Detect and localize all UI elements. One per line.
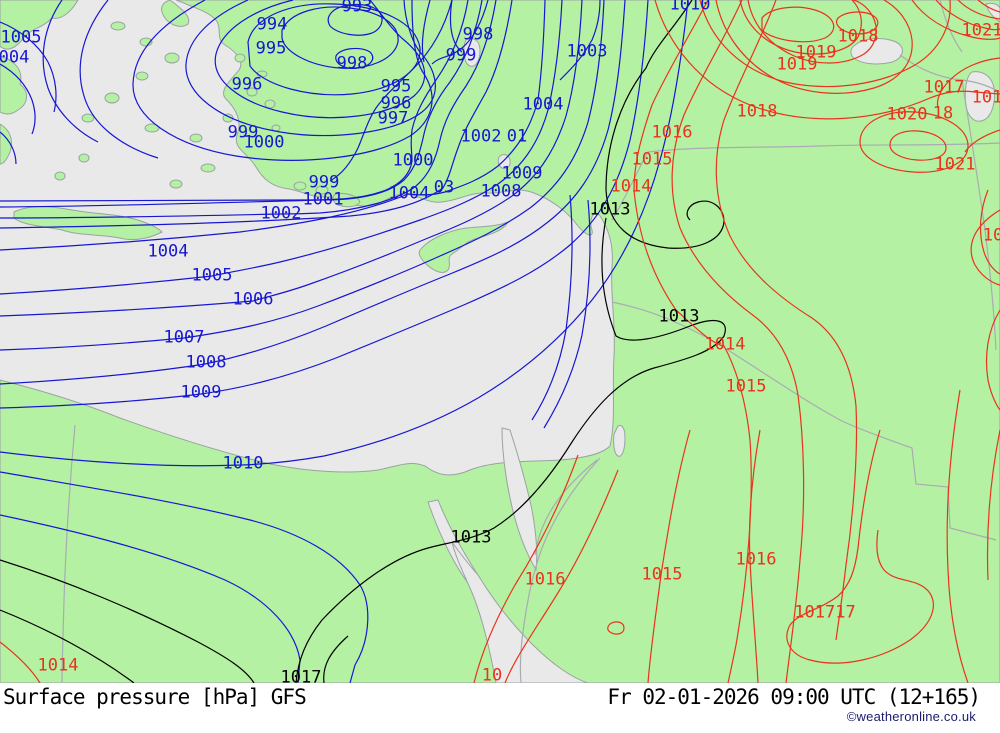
pressure-label: 10 (982, 225, 1000, 246)
pressure-label: 999 (308, 172, 340, 193)
pressure-label: 1008 (480, 181, 522, 202)
pressure-label: 996 (380, 93, 412, 114)
pressure-label: 10 (481, 665, 503, 683)
pressure-label: 1004 (522, 94, 564, 115)
pressure-label: 1019 (795, 42, 837, 63)
isobars-low-group (0, 0, 689, 683)
isobars-high-group (0, 0, 1000, 683)
pressure-label: 101717 (794, 602, 856, 623)
pressure-label: 03 (433, 177, 455, 198)
pressure-label: 1019 (776, 54, 818, 75)
pressure-label: 1005 (0, 27, 42, 48)
lakes-layer (427, 2, 1000, 683)
pressure-label: 18 (932, 103, 954, 124)
pressure-label: 1002 (260, 203, 302, 224)
pressure-label: 1016 (651, 122, 693, 143)
pressure-label: 1014 (37, 655, 79, 676)
timestamp: Fr 02-01-2026 09:00 UTC (12+165) (607, 685, 981, 709)
copyright-link[interactable]: ©weatheronline.co.uk (846, 709, 976, 724)
pressure-label: 1007 (163, 327, 205, 348)
pressure-label: 1010 (669, 0, 711, 15)
pressure-label: 1009 (501, 163, 543, 184)
pressure-label: 1000 (392, 150, 434, 171)
pressure-label: 995 (380, 76, 412, 97)
pressure-label: 1002 (460, 126, 502, 147)
pressure-label: 1004 (147, 241, 189, 262)
pressure-label: 1016 (524, 569, 566, 590)
pressure-label: 998 (462, 24, 494, 45)
pressure-label: 1015 (631, 149, 673, 170)
pressure-label: 1010 (222, 453, 264, 474)
pressure-label: 004 (0, 47, 30, 68)
pressure-label: 1013 (450, 527, 492, 548)
pressure-label: 997 (377, 108, 409, 129)
pressure-label: 1021 (961, 20, 1000, 41)
pressure-label: 994 (256, 14, 288, 35)
pressure-label: 1014 (610, 176, 652, 197)
pressure-label: 1017 (280, 667, 322, 683)
pressure-label: 995 (255, 38, 287, 59)
pressure-label: 1013 (658, 306, 700, 327)
pressure-label: 1016 (735, 549, 777, 570)
status-bar: Surface pressure [hPa] GFS Fr 02-01-2026… (0, 683, 1000, 733)
pressure-label: 1003 (566, 41, 608, 62)
pressure-label: 1018 (837, 26, 879, 47)
pressure-label: 996 (231, 74, 263, 95)
pressure-label: 1008 (185, 352, 227, 373)
pressure-label: 1013 (589, 199, 631, 220)
pressure-label: 1021 (934, 154, 976, 175)
isobars-mid-group (0, 0, 726, 683)
pressure-label: 999 (445, 45, 477, 66)
contour-canvas (0, 0, 1000, 683)
pressure-label: 1017 (923, 77, 965, 98)
pressure-label: 1015 (725, 376, 767, 397)
pressure-label: 1015 (641, 564, 683, 585)
pressure-label: 1001 (302, 189, 344, 210)
pressure-label: 1005 (191, 265, 233, 286)
pressure-label: 1006 (232, 289, 274, 310)
pressure-label: 01 (506, 126, 528, 147)
pressure-label: 1014 (704, 334, 746, 355)
pressure-label: 1009 (180, 382, 222, 403)
pressure-label: 999 (227, 122, 259, 143)
map-title: Surface pressure [hPa] GFS (3, 685, 307, 709)
pressure-label: 993 (341, 0, 373, 17)
pressure-map: 1005 004 994 995 996 999 1000 993 998 995 996 997 99… (0, 0, 1000, 683)
pressure-label: 998 (336, 53, 368, 74)
pressure-label: 1004 (388, 183, 430, 204)
pressure-label: 1020 (886, 104, 928, 125)
pressure-label: 1000 (243, 132, 285, 153)
borders-layer (61, 0, 1000, 683)
pressure-label: 1018 (736, 101, 778, 122)
pressure-label: 101 (971, 87, 1000, 108)
